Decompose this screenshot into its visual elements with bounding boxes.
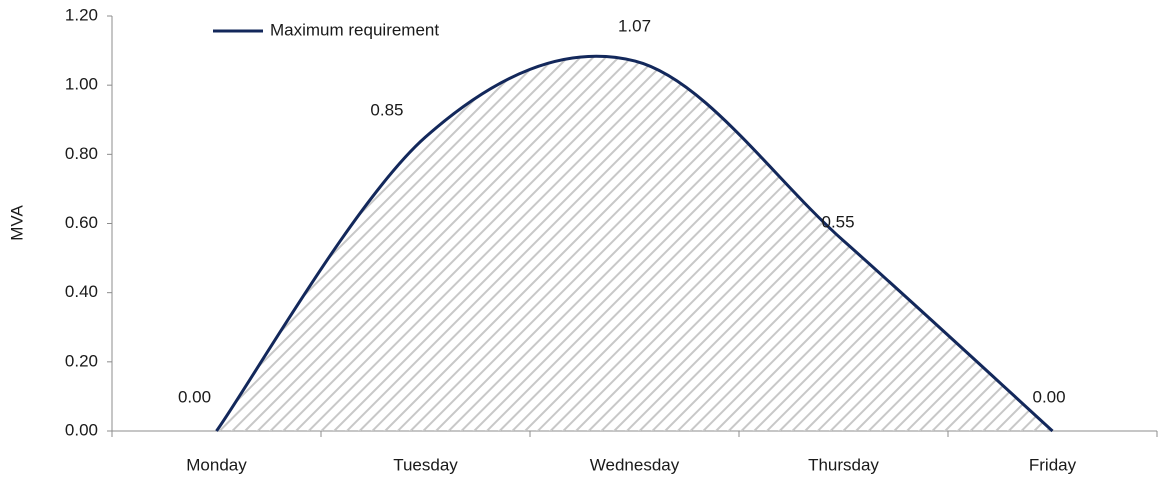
x-tick-label: Thursday: [808, 455, 879, 474]
y-tick-label: 0.20: [65, 351, 98, 370]
area: [216, 56, 1053, 432]
y-axis-label: MVA: [7, 205, 26, 241]
data-label: 0.00: [178, 387, 211, 406]
y-tick-label: 0.00: [65, 420, 98, 439]
data-label: 0.85: [370, 101, 403, 120]
x-tick-label: Monday: [186, 455, 247, 474]
y-tick-label: 0.60: [65, 213, 98, 232]
line: [215, 54, 1054, 433]
legend-label: Maximum requirement: [270, 20, 439, 39]
y-tick-label: 0.40: [65, 282, 98, 301]
x-tick-label: Tuesday: [393, 455, 458, 474]
x-tick-label: Wednesday: [590, 455, 680, 474]
y-tick-label: 1.00: [65, 75, 98, 94]
data-label: 0.55: [822, 212, 855, 231]
y-tick-label: 0.80: [65, 144, 98, 163]
data-label: 1.07: [618, 16, 651, 35]
y-tick-label: 1.20: [65, 5, 98, 24]
data-label: 0.00: [1033, 387, 1066, 406]
x-tick-label: Friday: [1029, 455, 1077, 474]
